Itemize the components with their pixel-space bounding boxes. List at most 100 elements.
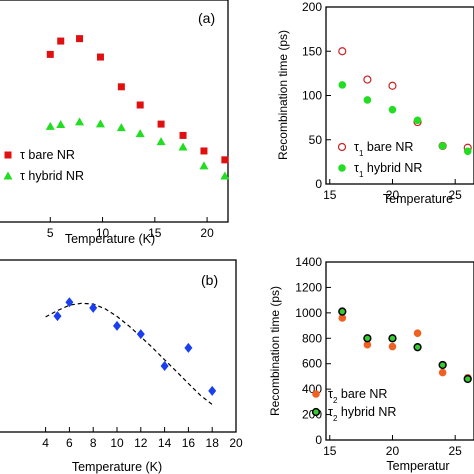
data-point-series-2 [363, 334, 372, 343]
y-tick-label: 1000 [295, 306, 322, 320]
data-point-series-2 [463, 147, 472, 156]
panel-tau1-recombination: 15 20 25 0 50 100 150 200 Temperature Recombinati… [276, 0, 474, 206]
data-point-series-1 [157, 120, 165, 128]
data-point-series-1 [113, 320, 121, 331]
x-tick-label: 10 [96, 226, 110, 240]
data-point-series-1 [363, 340, 372, 349]
panel-b-ratio: 4 6 8 10 12 14 16 18 20 Temperature (K) (b) [0, 259, 243, 474]
panel-tau2-recombination: 15 20 250200400600800100012001400Temperatu… [268, 255, 474, 473]
data-point-series-1 [65, 297, 74, 308]
x-tick-label: 20 [200, 226, 214, 240]
x-tick-label: 10 [110, 436, 124, 450]
data-point-series-2 [438, 360, 447, 370]
legend-marker-2 [311, 407, 321, 417]
data-point-series-2 [388, 105, 397, 114]
data-point-series-2 [438, 142, 447, 150]
data-point-series-2 [75, 117, 85, 126]
y-tick-label: 0 [315, 433, 322, 447]
data-point-series-1 [413, 329, 422, 338]
x-tick-label: 25 [449, 444, 463, 458]
data-point-series-1 [160, 360, 169, 371]
legend-marker-1 [4, 151, 12, 159]
axes-frame [325, 6, 474, 185]
x-tick-label: 15 [148, 226, 162, 240]
y-tick-label: 800 [302, 331, 322, 345]
y-tick-label: 1200 [295, 280, 322, 294]
x-axis-label: Temperatur [386, 459, 449, 473]
data-point-series-2 [338, 81, 347, 89]
x-tick-label: 14 [158, 436, 172, 450]
data-point-series-2 [178, 142, 188, 151]
fit-curve [45, 302, 213, 405]
y-axis-label: Recombination time (ps) [268, 286, 282, 416]
data-point-series-2 [45, 121, 55, 130]
axes-frame [325, 261, 474, 441]
panel-a-bare-hybrid-tau: 5 10 15 20 Temperature (K) (a) τ bare NR τ hybr… [0, 0, 230, 246]
x-axis-label: Temperature (K) [65, 232, 155, 246]
legend-marker-1 [337, 142, 347, 152]
x-tick-label: 18 [206, 436, 220, 450]
data-point-series-1 [184, 342, 193, 353]
x-tick-label: 4 [42, 436, 49, 450]
y-tick-label: 1400 [295, 255, 322, 269]
y-tick-label: 200 [302, 0, 322, 14]
legend-label-2: τ hybrid NR [20, 169, 84, 183]
x-tick-label: 16 [182, 436, 196, 450]
legend-label-2: τ2 hybrid NR [328, 405, 396, 423]
x-tick-label: 20 [386, 188, 400, 202]
data-point-series-1 [363, 75, 372, 84]
x-axis-label: Temperature (K) [72, 460, 162, 474]
x-tick-label: 20 [386, 444, 400, 458]
x-tick-label: 5 [47, 226, 54, 240]
x-tick-label: 8 [90, 436, 97, 450]
data-point-series-2 [56, 120, 66, 129]
data-point-series-1 [96, 53, 104, 61]
legend-label-2: τ1 hybrid NR [354, 161, 422, 179]
x-tick-label: 15 [323, 444, 337, 458]
panel-label: (a) [198, 10, 215, 26]
data-point-series-2 [338, 307, 347, 316]
data-point-series-2 [199, 161, 209, 170]
y-axis-label: Recombination time (ps) [276, 30, 290, 160]
legend-marker-2 [3, 171, 13, 180]
data-point-series-1 [338, 47, 347, 56]
x-tick-label: 20 [229, 436, 243, 450]
data-point-series-2 [116, 123, 126, 132]
data-point-series-1 [57, 37, 65, 45]
data-point-series-2 [156, 137, 166, 146]
y-tick-label: 0 [315, 177, 322, 191]
data-point-series-1 [179, 131, 187, 139]
data-point-series-1 [117, 83, 125, 91]
data-point-series-1 [338, 314, 347, 322]
data-point-series-2 [95, 119, 105, 128]
y-tick-label: 100 [302, 89, 322, 103]
data-point-series-2 [135, 129, 145, 138]
data-point-series-1 [388, 342, 397, 351]
data-point-series-2 [220, 171, 230, 180]
data-point-series-1 [53, 311, 62, 322]
legend-label-1: τ1 bare NR [354, 140, 413, 158]
x-tick-label: 6 [66, 436, 73, 450]
x-tick-label: 15 [323, 188, 337, 202]
axes-frame [0, 0, 229, 223]
data-point-series-1 [136, 101, 144, 109]
data-point-series-2 [388, 334, 397, 343]
data-point-series-2 [413, 343, 422, 352]
y-tick-label: 50 [309, 133, 323, 147]
data-point-series-2 [463, 374, 472, 384]
y-tick-label: 600 [302, 357, 322, 371]
data-point-series-1 [388, 81, 397, 90]
legend-marker-2 [338, 164, 346, 172]
legend-label-1: τ bare NR [20, 148, 75, 162]
data-point-series-1 [221, 156, 229, 164]
data-point-series-1 [136, 329, 145, 340]
data-point-series-1 [76, 35, 84, 43]
x-axis-label: Temperature [383, 192, 453, 206]
data-point-series-1 [89, 302, 98, 313]
data-point-series-2 [413, 116, 422, 125]
legend-label-1: τ2 bare NR [328, 387, 387, 405]
data-point-series-1 [208, 385, 217, 396]
data-point-series-2 [363, 96, 372, 104]
data-point-series-1 [46, 50, 54, 58]
